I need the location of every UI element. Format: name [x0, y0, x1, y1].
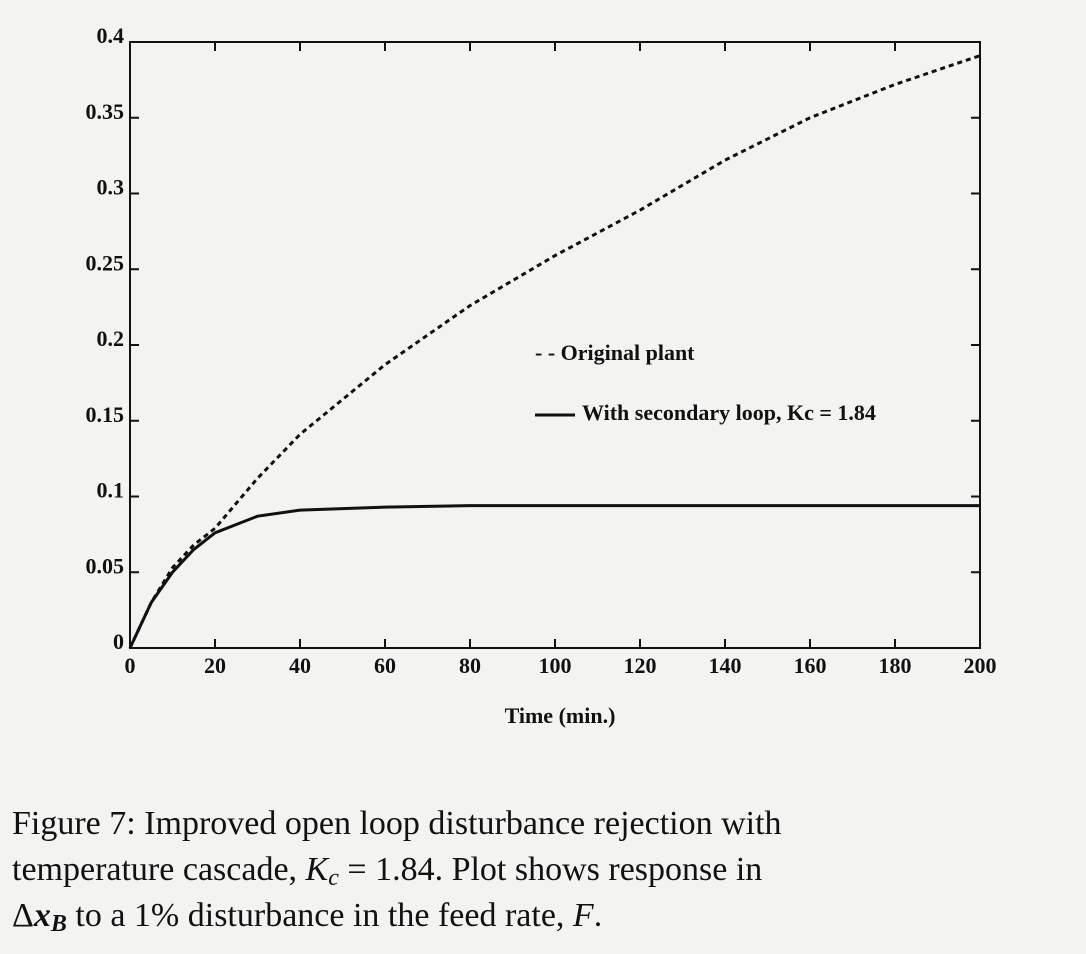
y-tick-label: 0: [113, 629, 124, 654]
data-line: [128, 504, 980, 649]
y-tick-label: 0.25: [86, 250, 125, 275]
caption-symbol: K: [305, 851, 331, 888]
caption-line: ΔxB to a 1% disturbance in the feed rate…: [12, 897, 602, 937]
x-tick-label: 80: [459, 653, 481, 678]
caption-text: .: [594, 897, 603, 934]
y-tick-label: 0.35: [86, 99, 125, 124]
legend-label: - - Original plant: [535, 340, 695, 365]
caption-text: = 1.84. Plot shows response in: [339, 851, 762, 888]
legend-label: With secondary loop, Kc = 1.84: [582, 400, 876, 425]
x-tick-label: 200: [964, 653, 997, 678]
x-tick-label: 120: [624, 653, 657, 678]
x-tick-label: 60: [374, 653, 396, 678]
x-tick-label: 100: [539, 653, 572, 678]
y-tick-label: 0.1: [97, 478, 125, 503]
x-tick-label: 20: [204, 653, 226, 678]
y-tick-label: 0.3: [97, 175, 125, 200]
y-tick-label: 0.15: [86, 402, 125, 427]
caption-line: Figure 7: Improved open loop disturbance…: [12, 805, 782, 842]
caption-subscript: B: [50, 911, 67, 937]
y-tick-label: 0.05: [86, 553, 125, 578]
data-line: [128, 54, 981, 649]
caption-text: temperature cascade,: [12, 851, 306, 888]
x-tick-label: 180: [879, 653, 912, 678]
y-tick-label: 0.2: [97, 326, 125, 351]
x-tick-label: 40: [289, 653, 311, 678]
x-tick-label: 140: [709, 653, 742, 678]
x-axis-label: Time (min.): [505, 703, 616, 728]
caption-symbol: Δ: [12, 897, 34, 934]
caption-subscript: c: [328, 865, 339, 891]
x-tick-label: 0: [125, 653, 136, 678]
caption-symbol: F: [572, 897, 595, 934]
caption-symbol: x: [33, 897, 51, 934]
caption-text: to a 1% disturbance in the feed rate,: [67, 897, 573, 934]
y-tick-label: 0.4: [97, 23, 125, 48]
caption-line: temperature cascade, Kc = 1.84. Plot sho…: [12, 851, 762, 891]
x-tick-label: 160: [794, 653, 827, 678]
